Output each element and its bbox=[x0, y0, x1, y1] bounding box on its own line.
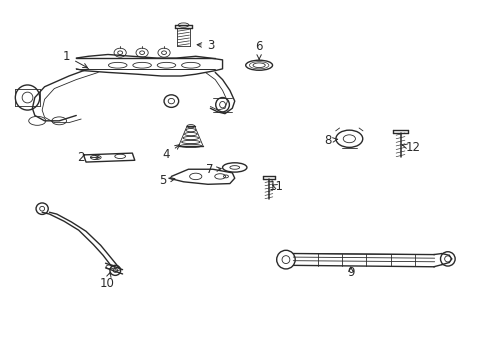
Text: 4: 4 bbox=[163, 145, 179, 161]
Text: 12: 12 bbox=[402, 141, 419, 154]
Text: 9: 9 bbox=[346, 266, 354, 279]
Text: 8: 8 bbox=[324, 134, 337, 147]
Text: 3: 3 bbox=[197, 39, 214, 52]
Text: 5: 5 bbox=[159, 174, 175, 187]
Text: 11: 11 bbox=[268, 180, 283, 193]
Text: 6: 6 bbox=[255, 40, 263, 59]
Text: 1: 1 bbox=[62, 50, 87, 68]
Text: 10: 10 bbox=[100, 273, 114, 290]
Text: 2: 2 bbox=[77, 151, 99, 164]
Text: 7: 7 bbox=[205, 163, 221, 176]
